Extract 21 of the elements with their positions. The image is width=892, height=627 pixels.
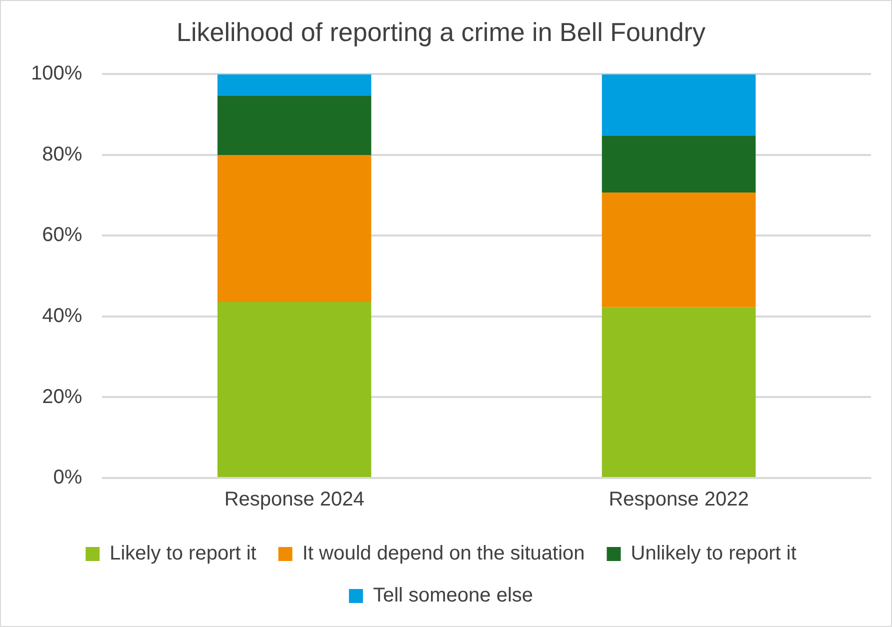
- y-tick-label: 0%: [53, 466, 82, 489]
- x-tick-label: Response 2024: [224, 488, 364, 511]
- bar: [602, 136, 756, 193]
- bar: [602, 192, 756, 308]
- legend-label: It would depend on the situation: [302, 542, 585, 565]
- bar: [217, 74, 372, 96]
- bar: [602, 307, 756, 477]
- y-tick-label: 80%: [42, 143, 82, 166]
- y-tick-label: 20%: [42, 386, 82, 408]
- bar: [217, 154, 372, 302]
- legend-label: Unlikely to report it: [630, 542, 797, 565]
- legend-label: Likely to report it: [110, 542, 257, 565]
- y-tick-label: 40%: [42, 304, 82, 327]
- chart-title: Likelihood of reporting a crime in Bell Foundry: [176, 16, 706, 47]
- bar: [217, 96, 372, 155]
- y-tick-label: 60%: [42, 224, 82, 246]
- y-tick-label: 100%: [30, 62, 82, 85]
- bar: [217, 302, 372, 477]
- x-tick-label: Response 2022: [608, 488, 749, 511]
- bar: [602, 74, 756, 136]
- legend-label: Tell someone else: [372, 584, 534, 607]
